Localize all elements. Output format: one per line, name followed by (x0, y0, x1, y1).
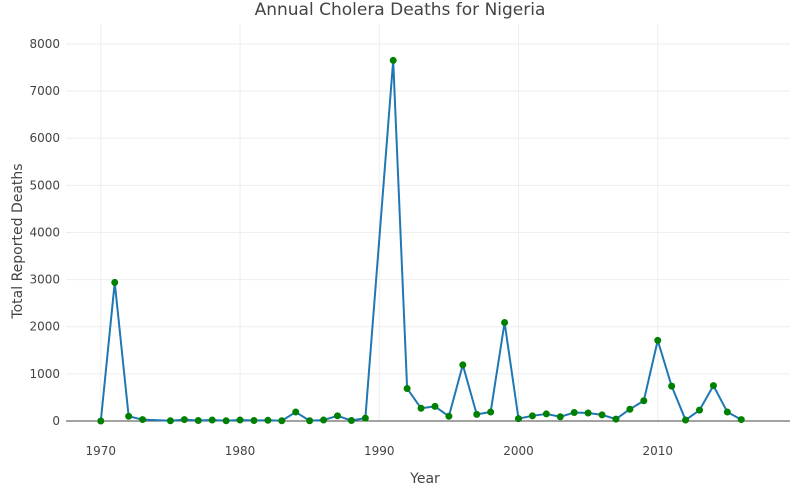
x-tick-label: 2000 (503, 444, 534, 458)
x-axis-ticks: 1970 1980 1990 2000 2010 (86, 444, 673, 458)
data-point (417, 404, 425, 412)
series-line (99, 59, 742, 422)
data-point (194, 417, 202, 425)
y-axis-label: Total Reported Deaths (10, 163, 26, 319)
x-tick-label: 1990 (364, 444, 395, 458)
data-point (626, 405, 634, 413)
data-point (111, 278, 119, 286)
data-point (389, 56, 397, 64)
y-tick-label: 7000 (29, 84, 60, 98)
data-point (584, 409, 592, 417)
y-tick-label: 4000 (29, 225, 60, 239)
y-tick-label: 6000 (29, 131, 60, 145)
y-tick-label: 1000 (29, 367, 60, 381)
x-tick-label: 1970 (86, 444, 117, 458)
y-tick-label: 0 (52, 414, 60, 428)
data-point (473, 410, 481, 418)
y-tick-label: 2000 (29, 320, 60, 334)
data-point (125, 412, 133, 420)
x-tick-label: 2010 (642, 444, 673, 458)
data-point (709, 382, 717, 390)
data-point (431, 402, 439, 410)
data-point (180, 416, 188, 424)
data-point (501, 318, 509, 326)
y-tick-label: 5000 (29, 178, 60, 192)
y-tick-label: 8000 (29, 37, 60, 51)
data-point (97, 417, 105, 425)
data-point (403, 384, 411, 392)
data-point (556, 413, 564, 421)
data-point (264, 416, 272, 424)
data-point (598, 411, 606, 419)
x-tick-label: 1980 (225, 444, 256, 458)
x-axis-label: Year (409, 471, 440, 483)
data-point (515, 415, 522, 423)
data-point (361, 414, 369, 422)
data-point (166, 417, 174, 425)
grid (66, 24, 790, 422)
data-point (278, 417, 286, 425)
data-point (250, 417, 258, 425)
data-point (320, 416, 328, 424)
data-point (236, 416, 244, 424)
data-point (459, 361, 467, 369)
y-axis-ticks: 0 1000 2000 3000 4000 5000 6000 7000 8000 (29, 37, 60, 428)
data-point (306, 417, 314, 425)
data-point (542, 410, 550, 418)
data-point (640, 397, 648, 405)
data-point (682, 416, 690, 424)
data-point (654, 336, 662, 344)
data-point (737, 416, 745, 424)
chart-title: Annual Cholera Deaths for Nigeria (255, 0, 546, 20)
data-point (528, 412, 536, 420)
data-point (208, 416, 216, 424)
data-point (723, 408, 731, 416)
data-markers (97, 56, 745, 425)
data-point (668, 382, 676, 390)
data-point (292, 408, 300, 416)
data-point (570, 409, 578, 417)
data-point (612, 415, 620, 423)
data-point (696, 406, 703, 414)
data-point (347, 417, 355, 425)
data-point (222, 417, 230, 425)
data-point (139, 416, 147, 424)
data-point (445, 412, 453, 420)
data-point (334, 412, 341, 420)
y-tick-label: 3000 (29, 273, 60, 287)
data-point (487, 408, 495, 416)
